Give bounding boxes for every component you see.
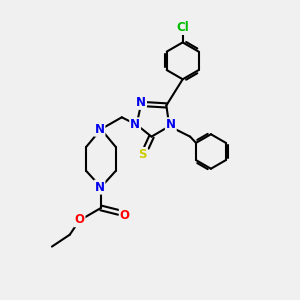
Text: N: N [94,123,104,136]
Text: N: N [94,181,104,194]
Text: S: S [138,148,147,161]
Text: O: O [120,209,130,222]
Text: N: N [130,118,140,131]
Text: N: N [166,118,176,131]
Text: N: N [136,96,146,109]
Text: O: O [75,213,85,226]
Text: Cl: Cl [176,21,189,34]
